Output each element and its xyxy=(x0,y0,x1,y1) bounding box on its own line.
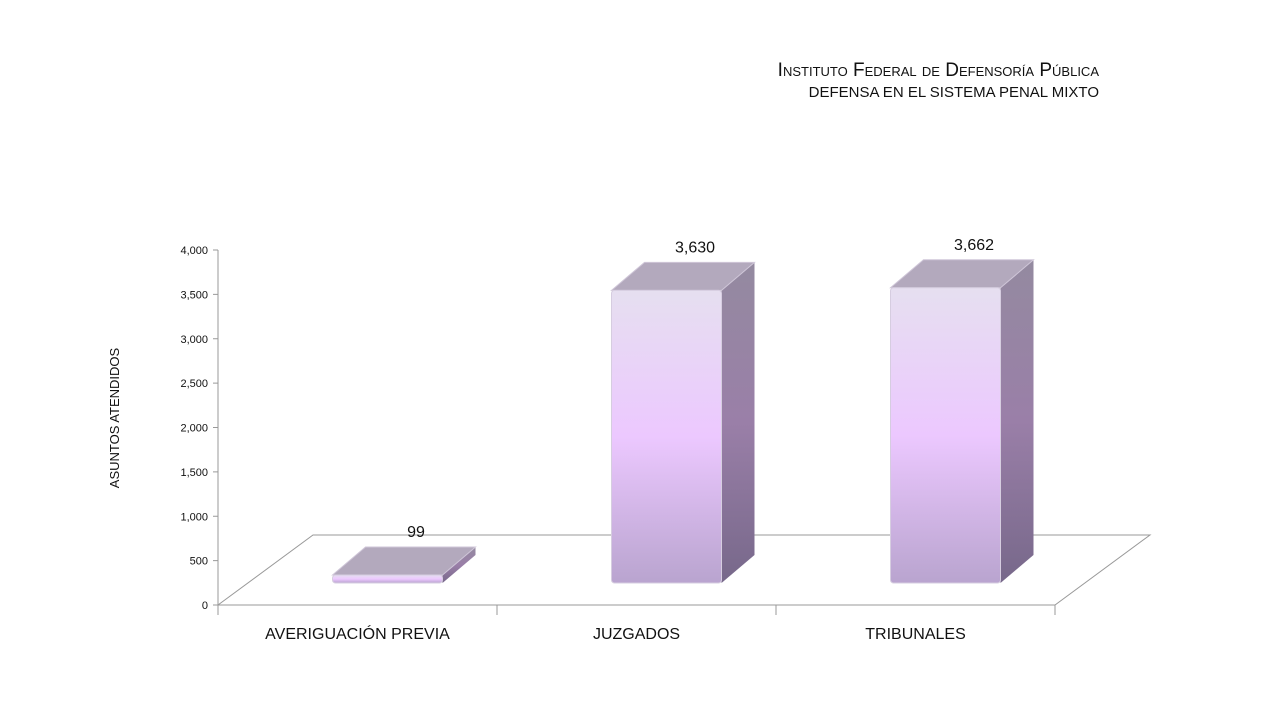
chart-title-block: Instituto Federal de Defensoría Pública … xyxy=(778,60,1099,104)
y-tick-label: 3,500 xyxy=(180,289,208,301)
y-tick-label: 4,000 xyxy=(180,245,208,257)
data-label: 3,662 xyxy=(954,237,994,254)
bar-side xyxy=(1000,259,1034,583)
chart-bars xyxy=(331,259,1035,584)
data-label: 3,630 xyxy=(675,239,715,256)
y-tick-label: 1,000 xyxy=(180,511,208,523)
bar-front xyxy=(890,287,1001,584)
y-tick-label: 1,500 xyxy=(180,467,208,479)
chart-title: Instituto Federal de Defensoría Pública xyxy=(777,60,1099,81)
y-axis-label: ASUNTOS ATENDIDOS xyxy=(107,347,122,488)
chart-labels: ASUNTOS ATENDIDOS 99 AVERIGUACIÓN PREVIA 3,… xyxy=(107,237,994,643)
y-tick-label: 2,500 xyxy=(180,378,208,390)
bar xyxy=(610,261,756,584)
y-tick-label: 0 xyxy=(202,600,208,612)
bar-side xyxy=(442,547,476,583)
bar-side xyxy=(721,262,755,583)
bar xyxy=(889,259,1035,584)
x-tick-label: JUZGADOS xyxy=(593,626,680,643)
y-tick-label: 2,000 xyxy=(180,423,208,435)
chart-subtitle: DEFENSA EN EL SISTEMA PENAL MIXTO xyxy=(808,84,1099,101)
x-tick-label: TRIBUNALES xyxy=(865,626,965,643)
y-tick-label: 3,000 xyxy=(180,334,208,346)
bar xyxy=(331,546,477,584)
y-tick-label: 500 xyxy=(190,556,208,568)
bar-front xyxy=(332,574,443,584)
x-tick-label: AVERIGUACIÓN PREVIA xyxy=(265,624,450,643)
bar-front xyxy=(611,289,722,584)
data-label: 99 xyxy=(407,524,425,541)
